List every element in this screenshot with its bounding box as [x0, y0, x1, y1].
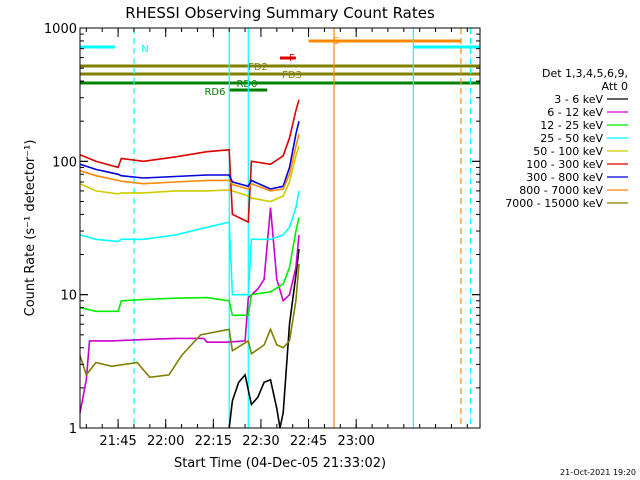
- x-axis-label: Start Time (04-Dec-05 21:33:02): [174, 456, 386, 471]
- series-line: [79, 217, 300, 317]
- legend-entry: 100 - 300 keV: [526, 158, 603, 171]
- time-bar-label: RD6: [204, 87, 225, 98]
- x-tick-label: 23:00: [337, 434, 374, 449]
- x-tick-label: 22:45: [290, 434, 327, 449]
- legend-entry: 300 - 800 keV: [526, 171, 603, 184]
- time-bar-label: S: [333, 36, 339, 47]
- x-tick-label: 22:30: [242, 434, 279, 449]
- time-bar-label: RD0: [236, 79, 257, 90]
- legend-entry: 25 - 50 keV: [540, 132, 603, 145]
- series-line: [79, 207, 300, 413]
- x-tick-label: 21:45: [99, 434, 136, 449]
- chart-title: RHESSI Observing Summary Count Rates: [125, 4, 435, 22]
- x-tick-label: 22:15: [195, 434, 232, 449]
- legend-entry: 12 - 25 keV: [540, 119, 603, 132]
- time-bar-label: N: [141, 44, 148, 55]
- legend-entry: 3 - 6 keV: [554, 93, 603, 106]
- legend-entry: 6 - 12 keV: [547, 106, 603, 119]
- series-line: [79, 263, 300, 379]
- y-tick-label: 10: [60, 289, 77, 304]
- plot-frame: [79, 27, 481, 429]
- legend-entry: 50 - 100 keV: [533, 145, 603, 158]
- series-line: [79, 133, 300, 192]
- series-line: [79, 121, 300, 190]
- series-line: [79, 190, 300, 296]
- series-line: [228, 248, 300, 429]
- time-bar-label: FD2: [248, 62, 268, 73]
- y-tick-label: 1: [69, 422, 77, 437]
- footer-timestamp: 21-Oct-2021 19:20: [560, 468, 636, 477]
- legend-entry: 7000 - 15000 keV: [505, 197, 603, 210]
- y-axis-label: Count Rate (s⁻¹ detector⁻¹): [23, 140, 38, 317]
- legend-entry: 800 - 7000 keV: [519, 184, 603, 197]
- time-bar-label: F: [289, 53, 295, 64]
- y-tick-label: 100: [52, 155, 77, 170]
- time-bar-label: FD3: [282, 70, 302, 81]
- y-tick-label: 1000: [44, 22, 77, 37]
- x-tick-label: 22:00: [147, 434, 184, 449]
- legend-header: Att 0: [602, 80, 628, 93]
- legend-header: Det 1,3,4,5,6,9,: [542, 67, 628, 80]
